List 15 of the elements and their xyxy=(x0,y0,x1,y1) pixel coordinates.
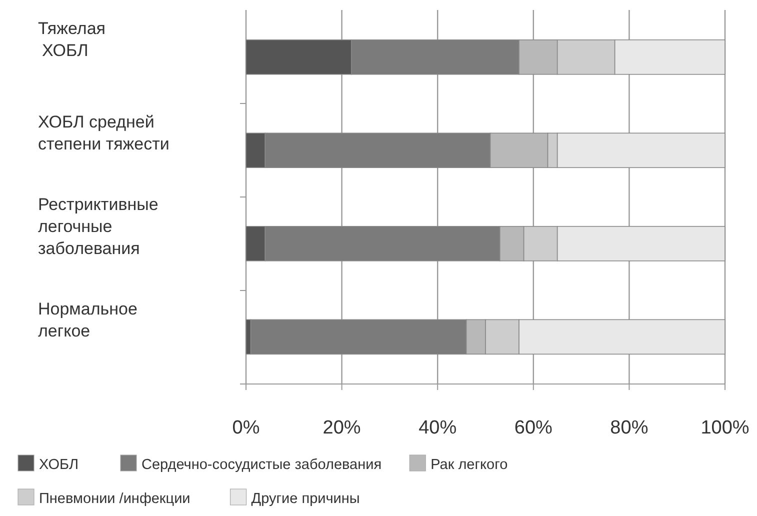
legend-label: ХОБЛ xyxy=(39,457,78,473)
legend-label: Пневмонии /инфекции xyxy=(39,491,190,507)
x-tick-label: 40% xyxy=(418,417,457,438)
x-tick-label: 20% xyxy=(322,417,361,438)
x-tick-label: 0% xyxy=(232,417,260,438)
y-tick-label: ХОБЛ средней степени тяжести xyxy=(38,112,170,154)
y-tick-label: Нормальное легкое xyxy=(38,299,138,340)
x-tick-label: 100% xyxy=(700,417,750,438)
y-tick-label: Рестриктивные легочные заболевания xyxy=(38,194,158,258)
x-tick-label: 60% xyxy=(514,417,553,438)
x-tick-label: 80% xyxy=(610,417,648,438)
legend-label: Рак легкого xyxy=(430,457,508,473)
legend-label: Сердечно-сосудистые заболевания xyxy=(142,457,382,473)
legend-label: Другие причины xyxy=(251,491,360,507)
y-tick-label: Тяжелая ХОБЛ xyxy=(38,18,106,60)
